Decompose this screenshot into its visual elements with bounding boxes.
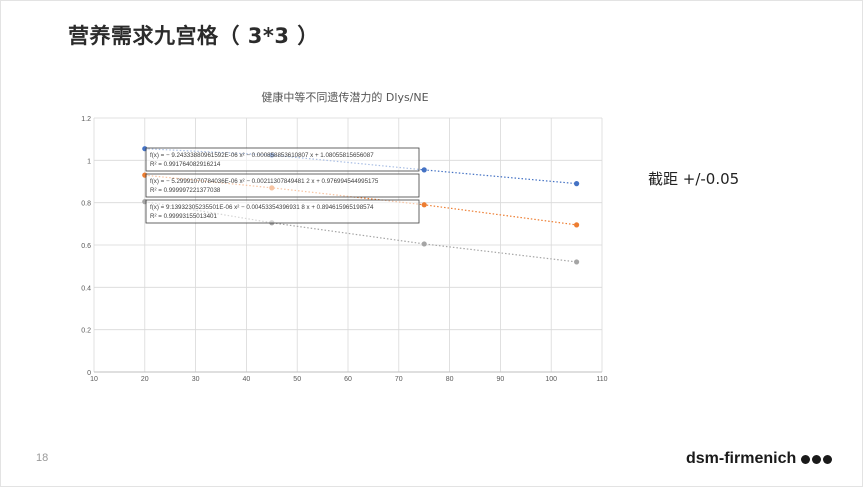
page-number: 18: [36, 452, 49, 464]
series-1-point: [574, 222, 580, 228]
equation-box-1: [145, 173, 420, 198]
equation-box-0: [145, 147, 420, 172]
trendline-equation-2: f(x) = 9.13932305235501E-06 x² − 0.00453…: [150, 204, 374, 211]
y-tick-label: 0.6: [81, 243, 91, 250]
x-tick-label: 110: [596, 376, 607, 383]
brand-name: dsm-firmenich: [686, 450, 797, 467]
series-1-point: [421, 202, 427, 208]
brand-logo: dsm-firmenich: [686, 450, 833, 468]
series-0-point: [421, 167, 427, 173]
series-2-point: [421, 241, 427, 247]
x-tick-label: 10: [90, 376, 98, 383]
trendline-r2-0: R² = 0.991764082916214: [150, 161, 221, 168]
equation-box-2: [145, 199, 420, 224]
y-tick-label: 0.2: [81, 328, 91, 335]
x-tick-label: 70: [395, 376, 403, 383]
y-tick-label: 0: [87, 370, 91, 377]
chart-title: 健康中等不同遗传潜力的 Dlys/NE: [261, 90, 428, 104]
brand-dots-icon: [801, 454, 833, 464]
trendline-r2-1: R² = 0.999997221377038: [150, 187, 221, 194]
x-tick-label: 40: [243, 376, 251, 383]
y-tick-label: 0.4: [81, 285, 91, 292]
x-tick-label: 30: [192, 376, 200, 383]
x-tick-label: 50: [293, 376, 301, 383]
y-tick-label: 1: [87, 158, 91, 165]
trendline-r2-2: R² = 0.99993155013401: [150, 213, 217, 220]
page-title: 营养需求九宫格（ 3*3 ）: [68, 24, 319, 48]
x-tick-label: 90: [497, 376, 505, 383]
intercept-note: 截距 +/-0.05: [648, 170, 740, 188]
x-tick-label: 100: [545, 376, 557, 383]
x-tick-label: 60: [344, 376, 352, 383]
x-tick-label: 80: [446, 376, 454, 383]
series-0-point: [574, 181, 580, 187]
x-tick-label: 20: [141, 376, 149, 383]
series-2-point: [574, 259, 580, 265]
trendline-equation-1: f(x) = − 5.29991070784036E-06 x² − 0.002…: [150, 178, 379, 185]
y-tick-label: 0.8: [81, 201, 91, 208]
trendline-equation-0: f(x) = − 9.24333880961592E-06 x² − 0.000…: [150, 152, 374, 159]
y-tick-label: 1.2: [81, 116, 91, 123]
